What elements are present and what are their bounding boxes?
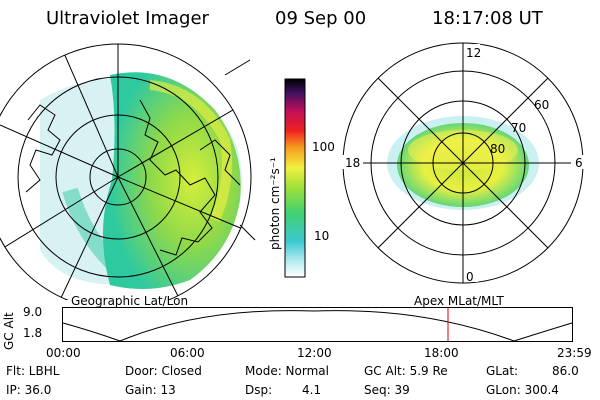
orbit-xtick-0600: 06:00 (170, 346, 205, 360)
dsp-value: 4.1 (302, 383, 322, 397)
aurora-region (102, 72, 241, 289)
colorbar-gradient (284, 78, 306, 278)
mlt-label-18: 18 (345, 156, 361, 170)
ip-info: IP: 36.0 (6, 383, 52, 397)
orbit-ytick-bottom: 1.8 (23, 326, 43, 340)
colorbar-tick-10: 10 (314, 229, 330, 243)
orbit-ylabel: GC Alt (2, 312, 16, 350)
mlt-label-6: 6 (575, 156, 583, 170)
coastline-ne (199, 139, 241, 186)
door-info: Door: Closed (125, 364, 202, 378)
aurora-bright-arc (149, 80, 233, 222)
time-label: 18:17:08 UT (432, 8, 543, 29)
mlt-label-0: 0 (466, 270, 474, 284)
colorbar (284, 78, 306, 278)
dsp-label: Dsp: (245, 383, 273, 397)
map-edge-ticks (224, 59, 256, 241)
mlt-label-12: 12 (466, 46, 482, 60)
coastline-west (25, 104, 61, 193)
mlt-label-bg-left (341, 155, 363, 169)
geographic-map-label: Geographic Lat/Lon (71, 294, 189, 308)
coastline-east (139, 99, 216, 256)
gc-alt-info: GC Alt: 5.9 Re (364, 364, 448, 378)
aurora-edge (62, 187, 126, 277)
orbit-plot-frame (62, 307, 573, 342)
colorbar-tick-100: 100 (312, 140, 335, 154)
mlt-label-bg-bottom (464, 268, 478, 282)
mlt-spokes (343, 43, 583, 283)
polar-plot (341, 42, 585, 284)
orbit-xtick-2359: 23:59 (557, 346, 592, 360)
orbit-xtick-1800: 18:00 (424, 346, 459, 360)
mlat-label-70: 70 (511, 121, 527, 135)
mlat-label-60: 60 (534, 98, 550, 112)
mlt-label-bg-top (464, 44, 480, 58)
filter-info: Flt: LBHL (6, 364, 60, 378)
mode-info: Mode: Normal (245, 364, 329, 378)
geographic-map (0, 43, 256, 300)
map-horizon (0, 43, 252, 300)
gain-info: Gain: 13 (125, 383, 176, 397)
meridian-lines (0, 44, 251, 300)
date-label: 09 Sep 00 (275, 8, 367, 29)
seq-info: Seq: 39 (364, 383, 410, 397)
colorbar-unit-label: photon cm⁻²s⁻¹ (268, 157, 282, 250)
orbit-altitude-plot (62, 307, 573, 342)
glon-info: GLon: 300.4 (486, 383, 559, 397)
mlat-label-80: 80 (490, 142, 506, 156)
orbit-altitude-curve (62, 310, 573, 342)
instrument-title: Ultraviolet Imager (46, 8, 209, 29)
orbit-xtick-1200: 12:00 (297, 346, 332, 360)
orbit-xtick-0000: 00:00 (46, 346, 81, 360)
glat-label: GLat: (486, 364, 519, 378)
apex-map-label: Apex MLat/MLT (414, 294, 504, 308)
mlt-label-bg-right (571, 155, 585, 169)
orbit-ytick-top: 9.0 (23, 305, 43, 319)
glat-value: 86.0 (552, 364, 579, 378)
